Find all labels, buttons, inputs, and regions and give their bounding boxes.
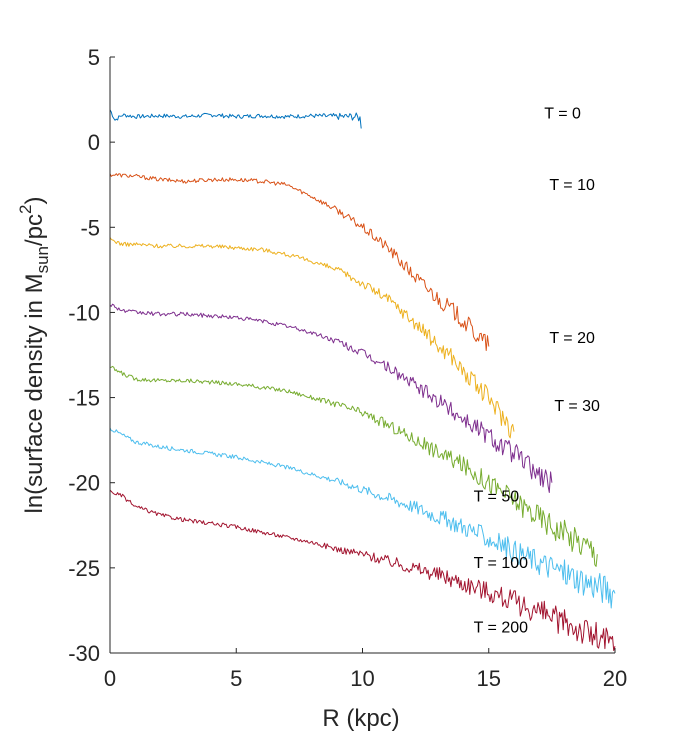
y-axis-title: ln(surface density in Msun/pc2) (16, 197, 52, 514)
series-line-t100 (109, 427, 616, 609)
series-line-t30 (109, 303, 553, 493)
series-line-t10 (109, 173, 490, 351)
x-tick-label: 20 (603, 666, 627, 691)
series-line-t0 (109, 109, 362, 129)
series-line-t50 (109, 365, 598, 567)
y-tick-label: -5 (80, 215, 100, 240)
y-tick-label: 0 (88, 130, 100, 155)
y-tick-label: -30 (68, 641, 100, 666)
series-line-t200 (109, 489, 616, 651)
y-axis-title-main: ln(surface density in M (21, 273, 48, 513)
series-annotation: T = 200 (474, 620, 529, 637)
x-tick-label: 15 (477, 666, 501, 691)
series-line-t20 (109, 237, 515, 439)
y-axis-title-sub: sun (33, 246, 52, 273)
y-tick-label: -15 (68, 386, 100, 411)
tick-labels: 0 5 10 15 20 5 0 -5 -10 -15 -20 -25 -30 (68, 45, 627, 691)
y-axis-title-sup: 2 (16, 205, 35, 214)
x-tick-label: 0 (104, 666, 116, 691)
y-axis-title-end: ) (21, 197, 48, 205)
plot-area (109, 109, 616, 651)
x-tick-label: 10 (350, 666, 374, 691)
series-annotation: T = 30 (554, 398, 600, 415)
annotations: T = 0 T = 10 T = 20 T = 30 T = 50 T = 100 T = … (474, 105, 600, 636)
y-tick-label: -10 (68, 300, 100, 325)
series-annotation: T = 10 (549, 177, 595, 194)
y-tick-label: 5 (88, 45, 100, 70)
y-tick-label: -20 (68, 471, 100, 496)
series-annotation: T = 0 (544, 105, 581, 122)
axes (109, 56, 616, 654)
x-tick-label: 5 (230, 666, 242, 691)
series-annotation: T = 100 (474, 555, 529, 572)
y-tick-label: -25 (68, 556, 100, 581)
series-annotation: T = 20 (549, 330, 595, 347)
series-annotation: T = 50 (474, 488, 520, 505)
y-axis-title-mid: /pc (21, 214, 48, 246)
x-axis-title: R (kpc) (322, 705, 399, 732)
